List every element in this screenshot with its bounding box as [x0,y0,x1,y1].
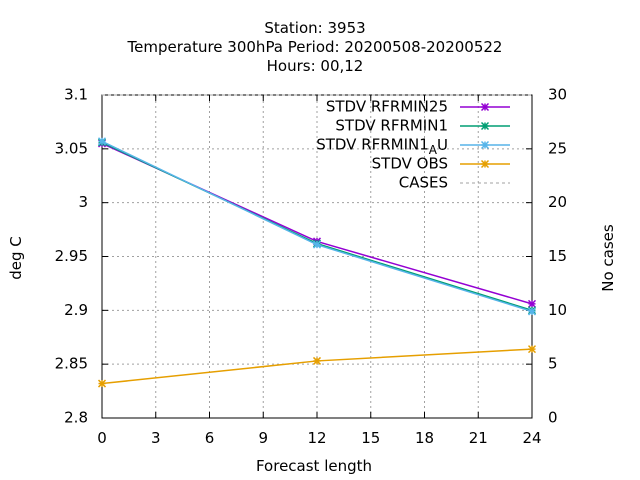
legend-marker [480,159,490,169]
legend-entry: STDV RFRMIN25 [326,98,510,116]
y2-tick-label: 20 [548,193,567,211]
y2-tick-label: 5 [548,355,558,373]
y-tick-label: 2.95 [55,247,88,265]
y-tick-label: 2.8 [64,409,88,427]
title-line-hours: Hours: 00,12 [267,57,364,75]
x-tick-label: 18 [415,429,434,447]
series-lines [97,94,537,388]
legend-label: CASES [399,174,448,192]
legend-marker [480,102,490,112]
data-point [312,356,322,365]
data-point [527,345,537,354]
legend-marker [480,140,490,150]
legend-label: STDV RFRMIN25 [326,98,448,116]
x-axis-label: Forecast length [256,457,372,475]
y-tick-label: 3.05 [55,139,88,157]
data-point [97,379,107,388]
legend-label: STDV RFRMIN1AU [316,136,448,157]
data-point [97,137,107,146]
legend-label: STDV RFRMIN1 [335,117,448,135]
grid [102,95,532,418]
legend-marker [480,121,490,131]
y2-tick-label: 10 [548,301,567,319]
y-tick-label: 3.1 [64,86,88,104]
x-tick-label: 6 [205,429,215,447]
chart-title: Station: 3953 Temperature 300hPa Period:… [127,19,503,75]
x-tick-label: 21 [469,429,488,447]
y2-tick-label: 25 [548,139,567,157]
x-tick-label: 9 [258,429,268,447]
data-point [312,240,322,249]
title-line-period: Temperature 300hPa Period: 20200508-2020… [127,38,503,56]
x-tick-label: 24 [522,429,541,447]
legend-entry: STDV RFRMIN1 [335,117,510,135]
x-tick-label: 0 [97,429,107,447]
y-tick-label: 3 [78,193,88,211]
y2-tick-label: 15 [548,247,567,265]
legend-entry: CASES [399,174,510,192]
legend-entry: STDV OBS [372,155,510,173]
title-line-station: Station: 3953 [264,19,365,37]
data-point [527,307,537,316]
y2-tick-label: 30 [548,86,567,104]
legend-entry: STDV RFRMIN1AU [316,136,510,157]
y-axis-label: deg C [7,236,25,280]
legend-label: STDV OBS [372,155,448,173]
y-tick-label: 2.9 [64,301,88,319]
x-tick-label: 3 [151,429,161,447]
y-tick-label: 2.85 [55,355,88,373]
x-tick-label: 12 [307,429,326,447]
data-point [527,299,537,308]
axis-ticks: 0 3 6 9 12 15 18 21 24 2.8 2.85 2.9 2.95 3 3.05 3.1 0 5 10… [55,86,568,448]
x-tick-label: 15 [361,429,380,447]
y2-axis-label: No cases [599,224,617,292]
y2-tick-label: 0 [548,409,558,427]
